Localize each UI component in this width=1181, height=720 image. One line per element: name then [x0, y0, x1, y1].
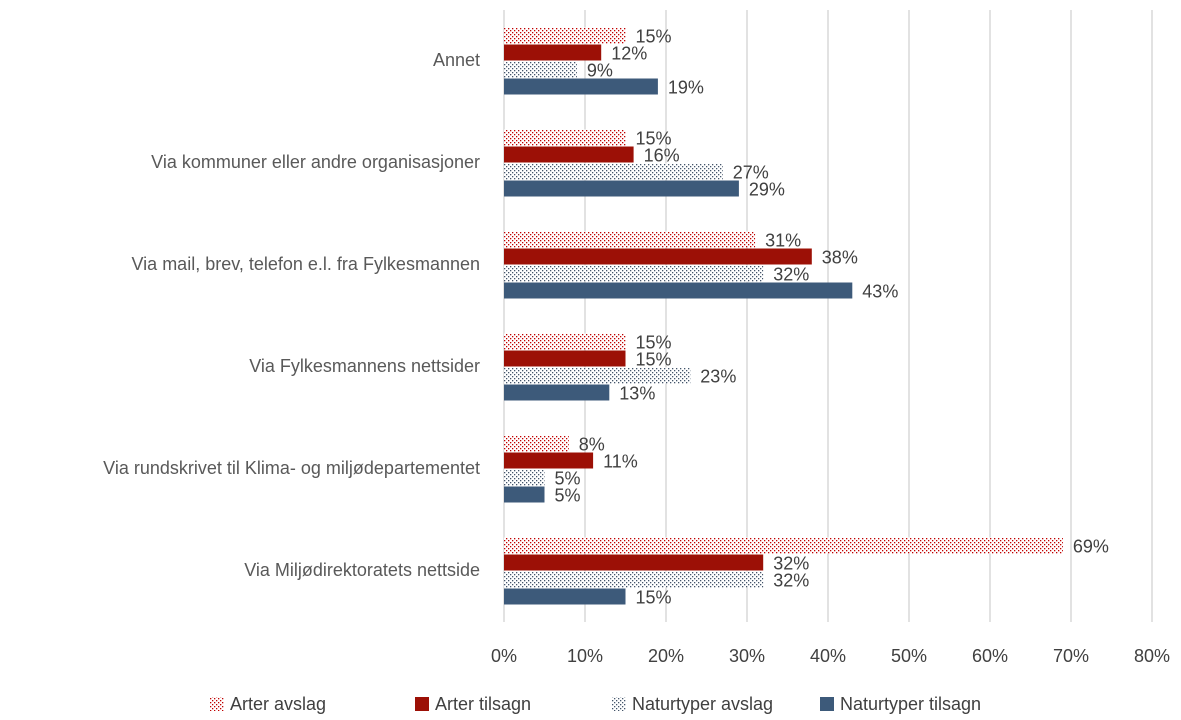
bar [504, 129, 626, 146]
x-tick-label: 10% [567, 646, 603, 666]
legend-label: Arter tilsagn [435, 694, 531, 714]
legend-swatch [210, 697, 224, 711]
category-label: Annet [433, 50, 480, 70]
data-label: 38% [822, 247, 858, 267]
bar [504, 44, 602, 61]
bar [504, 61, 577, 78]
bar [504, 350, 626, 367]
bar [504, 163, 723, 180]
x-tick-label: 80% [1134, 646, 1170, 666]
category-label: Via Miljødirektoratets nettside [244, 560, 480, 580]
data-label: 16% [644, 145, 680, 165]
bar [504, 384, 610, 401]
data-label: 43% [862, 281, 898, 301]
data-label: 15% [636, 26, 672, 46]
data-label: 15% [636, 349, 672, 369]
bar [504, 554, 764, 571]
bar [504, 146, 634, 163]
legend-label: Naturtyper tilsagn [840, 694, 981, 714]
data-label: 69% [1073, 536, 1109, 556]
category-label: Via rundskrivet til Klima- og miljødepar… [103, 458, 480, 478]
bar [504, 248, 812, 265]
bar [504, 537, 1063, 554]
bar [504, 452, 594, 469]
data-label: 5% [555, 485, 581, 505]
legend-swatch [415, 697, 429, 711]
bar [504, 333, 626, 350]
data-label: 12% [611, 43, 647, 63]
data-label: 13% [619, 383, 655, 403]
x-tick-label: 50% [891, 646, 927, 666]
bar [504, 78, 658, 95]
category-label: Via Fylkesmannens nettsider [249, 356, 480, 376]
data-label: 31% [765, 230, 801, 250]
category-label: Via mail, brev, telefon e.l. fra Fylkesm… [132, 254, 481, 274]
bar [504, 231, 756, 248]
bar [504, 486, 545, 503]
x-tick-label: 20% [648, 646, 684, 666]
data-label: 15% [636, 587, 672, 607]
data-label: 8% [579, 434, 605, 454]
data-label: 11% [603, 451, 638, 471]
data-label: 23% [700, 366, 736, 386]
bar [504, 282, 853, 299]
bar [504, 571, 764, 588]
bar [504, 27, 626, 44]
bar [504, 469, 545, 486]
legend-swatch [612, 697, 626, 711]
legend-label: Arter avslag [230, 694, 326, 714]
category-label: Via kommuner eller andre organisasjoner [151, 152, 480, 172]
x-tick-label: 30% [729, 646, 765, 666]
bar [504, 435, 569, 452]
bar [504, 588, 626, 605]
x-tick-label: 70% [1053, 646, 1089, 666]
legend-label: Naturtyper avslag [632, 694, 773, 714]
x-tick-label: 60% [972, 646, 1008, 666]
data-label: 5% [555, 468, 581, 488]
legend-swatch [820, 697, 834, 711]
data-label: 15% [636, 128, 672, 148]
bar [504, 265, 764, 282]
bar [504, 180, 739, 197]
data-label: 32% [773, 553, 809, 573]
x-tick-label: 40% [810, 646, 846, 666]
data-label: 9% [587, 60, 613, 80]
data-label: 19% [668, 77, 704, 97]
x-tick-label: 0% [491, 646, 517, 666]
data-label: 32% [773, 570, 809, 590]
data-label: 27% [733, 162, 769, 182]
data-label: 15% [636, 332, 672, 352]
bar [504, 367, 691, 384]
data-label: 29% [749, 179, 785, 199]
data-label: 32% [773, 264, 809, 284]
